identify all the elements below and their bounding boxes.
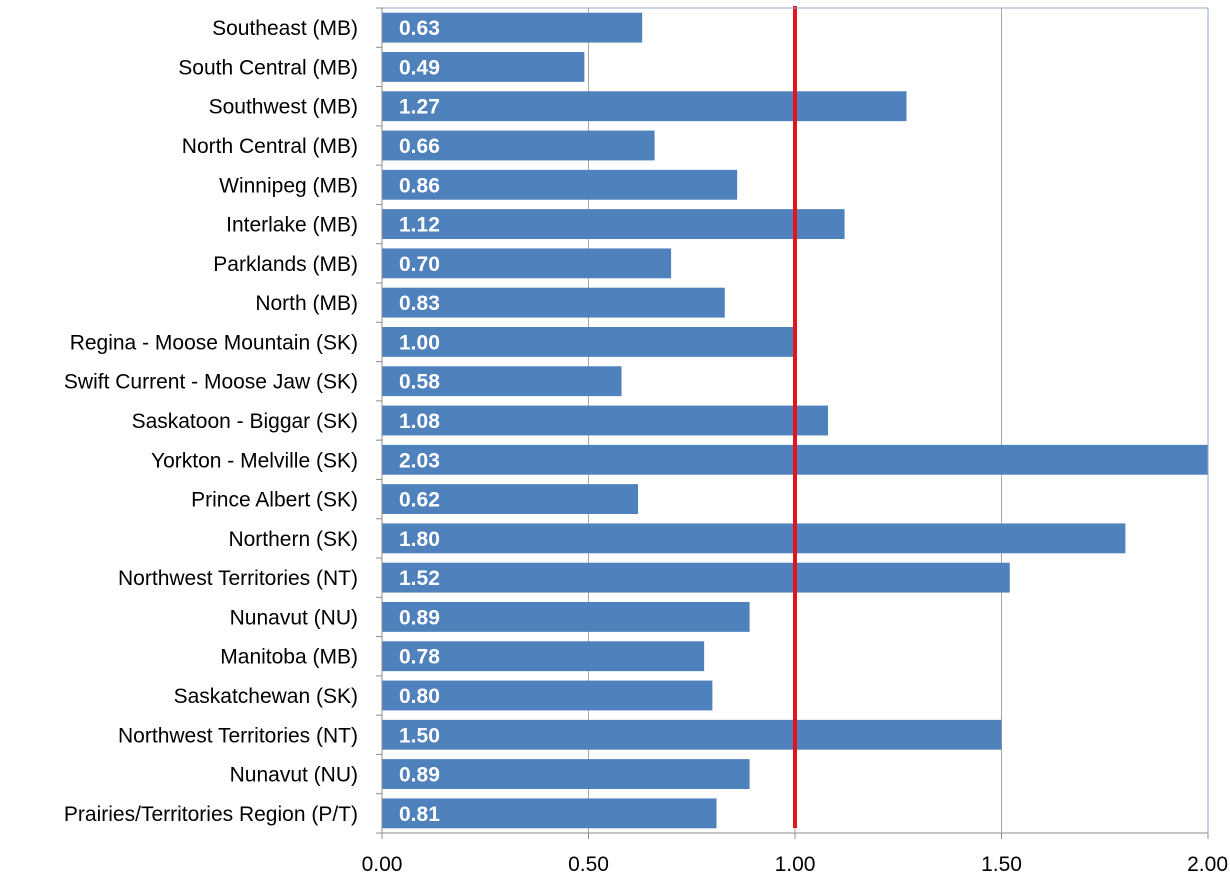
data-label: 0.70 [399, 253, 440, 276]
category-label: Prince Albert (SK) [191, 489, 358, 512]
data-label: 0.63 [399, 17, 440, 40]
bar [382, 169, 738, 200]
data-label: 0.89 [399, 764, 440, 787]
bar [382, 91, 907, 122]
data-label: 0.66 [399, 135, 440, 158]
data-label: 1.80 [399, 528, 440, 551]
x-tick-label: 0.50 [568, 853, 609, 876]
bar [382, 12, 643, 43]
bar [382, 719, 1002, 750]
bar [382, 523, 1126, 554]
category-label: Southwest (MB) [209, 96, 358, 119]
category-label: Swift Current - Moose Jaw (SK) [64, 371, 358, 394]
bar [382, 562, 1010, 593]
category-label: Saskatchewan (SK) [174, 685, 358, 708]
data-label: 0.62 [399, 489, 440, 512]
data-label: 0.78 [399, 646, 440, 669]
data-label: 1.12 [399, 214, 440, 237]
category-labels: Southeast (MB) South Central (MB) Southwes… [64, 17, 358, 826]
data-label: 0.81 [399, 803, 440, 826]
bar [382, 641, 705, 672]
x-tick-label: 2.00 [1187, 853, 1228, 876]
category-label: North (MB) [255, 292, 358, 315]
category-label: Interlake (MB) [226, 214, 358, 237]
bar [382, 248, 672, 279]
data-label: 0.89 [399, 606, 440, 629]
x-tick-label: 1.50 [981, 853, 1022, 876]
data-label: 2.03 [399, 449, 440, 472]
bar [382, 680, 713, 711]
bar [382, 366, 622, 397]
bar [382, 602, 750, 632]
axes [376, 7, 1209, 839]
category-label: Northwest Territories (NT) [118, 567, 358, 590]
category-label: Yorkton - Melville (SK) [151, 449, 358, 472]
bar [382, 759, 750, 789]
bars: 0.63 0.49 1.27 0.66 0.86 1.12 0.70 0.83 1.00 0.58… [382, 12, 1208, 829]
bar [382, 798, 717, 829]
data-label: 0.86 [399, 174, 440, 197]
x-tick-labels: 0.00 0.50 1.00 1.50 2.00 [362, 853, 1228, 876]
category-label: Nunavut (NU) [230, 764, 358, 787]
data-label: 1.08 [399, 410, 440, 433]
data-label: 0.58 [399, 371, 440, 394]
category-label: North Central (MB) [182, 135, 358, 158]
data-label: 0.83 [399, 292, 440, 315]
bar [382, 130, 655, 161]
data-label: 1.00 [399, 331, 440, 354]
category-label: Parklands (MB) [213, 253, 358, 276]
category-label: Winnipeg (MB) [219, 174, 358, 197]
category-label: Northern (SK) [228, 528, 358, 551]
data-label: 1.27 [399, 96, 440, 119]
category-label: Regina - Moose Mountain (SK) [70, 331, 358, 354]
category-label: Saskatoon - Biggar (SK) [132, 410, 358, 433]
category-label: Southeast (MB) [212, 17, 358, 40]
category-label: South Central (MB) [178, 56, 358, 79]
data-label: 1.52 [399, 567, 440, 590]
bar [382, 287, 725, 318]
bar [382, 209, 845, 239]
data-label: 1.50 [399, 724, 440, 747]
x-tick-label: 1.00 [775, 853, 816, 876]
bar [382, 327, 795, 357]
category-label: Manitoba (MB) [220, 646, 358, 669]
data-label: 0.49 [399, 56, 440, 79]
bar [382, 405, 829, 436]
data-label: 0.80 [399, 685, 440, 708]
category-label: Northwest Territories (NT) [118, 724, 358, 747]
category-label: Nunavut (NU) [230, 606, 358, 629]
x-tick-label: 0.00 [362, 853, 403, 876]
bar [382, 484, 639, 514]
bar [382, 52, 585, 82]
category-label: Prairies/Territories Region (P/T) [64, 803, 358, 826]
